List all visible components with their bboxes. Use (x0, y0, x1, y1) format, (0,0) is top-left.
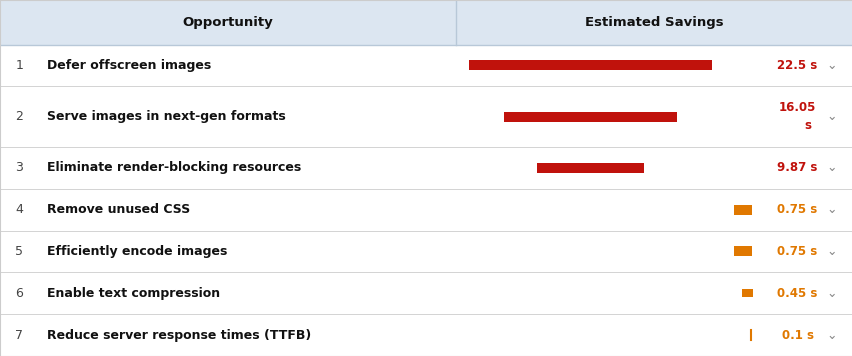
Text: Remove unused CSS: Remove unused CSS (47, 203, 190, 216)
Text: ⌄: ⌄ (826, 245, 836, 258)
Text: ⌄: ⌄ (826, 329, 836, 342)
Text: 0.75 s: 0.75 s (776, 203, 817, 216)
Text: ⌄: ⌄ (826, 110, 836, 123)
Text: ⌄: ⌄ (826, 161, 836, 174)
Text: Serve images in next-gen formats: Serve images in next-gen formats (47, 110, 285, 123)
Text: Efficiently encode images: Efficiently encode images (47, 245, 227, 258)
Bar (0, 0, 852, 44)
Text: 1: 1 (15, 59, 23, 72)
Text: Enable text compression: Enable text compression (47, 287, 220, 300)
Text: Eliminate render-blocking resources: Eliminate render-blocking resources (47, 161, 301, 174)
Bar (469, 61, 711, 70)
Bar (537, 163, 643, 173)
Text: 16.05: 16.05 (778, 101, 815, 114)
Text: Defer offscreen images: Defer offscreen images (47, 59, 211, 72)
Text: ⌄: ⌄ (826, 59, 836, 72)
Text: 0.1 s: 0.1 s (780, 329, 813, 342)
Text: 3: 3 (15, 161, 23, 174)
Text: Estimated Savings: Estimated Savings (584, 16, 723, 29)
Text: ⌄: ⌄ (826, 287, 836, 300)
Text: Reduce server response times (TTFB): Reduce server response times (TTFB) (47, 329, 311, 342)
Text: s: s (803, 119, 810, 132)
Text: 2: 2 (15, 110, 23, 123)
Text: 9.87 s: 9.87 s (776, 161, 817, 174)
Text: ⌄: ⌄ (826, 203, 836, 216)
Text: Opportunity: Opportunity (182, 16, 273, 29)
Text: 0.45 s: 0.45 s (776, 287, 817, 300)
Bar (504, 112, 676, 122)
Text: 5: 5 (15, 245, 23, 258)
Text: 22.5 s: 22.5 s (776, 59, 817, 72)
Bar (733, 246, 751, 256)
Text: 6: 6 (15, 287, 23, 300)
Text: 4: 4 (15, 203, 23, 216)
Text: 0.75 s: 0.75 s (776, 245, 817, 258)
Bar (741, 289, 752, 297)
Text: 7: 7 (15, 329, 23, 342)
Bar (733, 205, 751, 215)
